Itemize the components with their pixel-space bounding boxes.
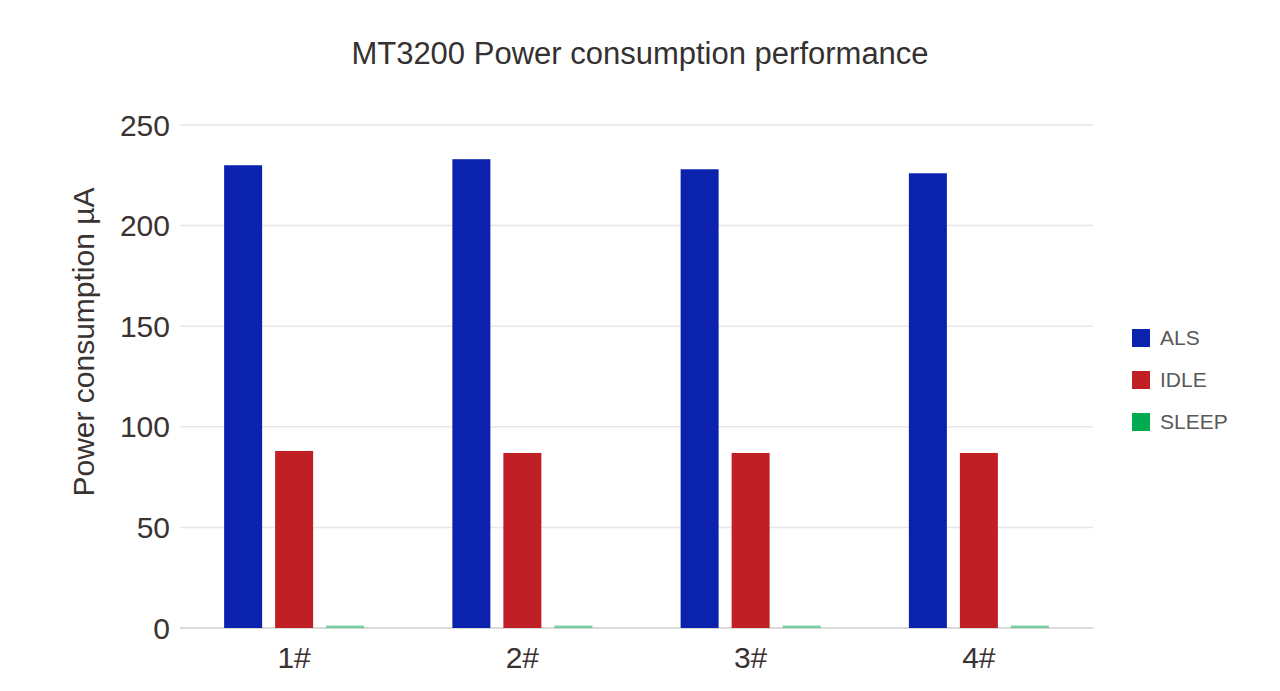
y-tick-label: 0: [153, 612, 170, 645]
chart-legend: ALS IDLE SLEEP: [1132, 329, 1228, 455]
legend-label: SLEEP: [1160, 410, 1228, 434]
x-category-label: 1#: [277, 641, 311, 674]
bar-sleep-4: [1011, 626, 1049, 629]
bar-idle-4: [960, 453, 998, 628]
legend-label: ALS: [1160, 326, 1200, 350]
bar-sleep-1: [326, 626, 364, 629]
bar-chart-plot: 0 50 100 150 200 250 1# 2# 3# 4#: [0, 0, 1280, 691]
y-tick-label: 250: [120, 109, 170, 142]
x-category-label: 4#: [962, 641, 996, 674]
legend-item-sleep: SLEEP: [1132, 413, 1228, 431]
bar-idle-3: [732, 453, 770, 628]
bar-idle-2: [503, 453, 541, 628]
legend-label: IDLE: [1160, 368, 1207, 392]
legend-swatch-icon: [1132, 371, 1150, 389]
bar-idle-1: [275, 451, 313, 628]
x-category-label: 3#: [734, 641, 768, 674]
legend-swatch-icon: [1132, 329, 1150, 347]
y-tick-label: 150: [120, 310, 170, 343]
y-tick-label: 50: [137, 511, 170, 544]
x-category-label: 2#: [506, 641, 540, 674]
bar-als-2: [452, 159, 490, 628]
y-tick-label: 100: [120, 410, 170, 443]
bar-sleep-3: [783, 626, 821, 629]
legend-item-als: ALS: [1132, 329, 1228, 347]
chart-canvas: MT3200 Power consumption performance Pow…: [0, 0, 1280, 691]
bar-als-3: [681, 169, 719, 628]
bar-als-1: [224, 165, 262, 628]
y-tick-label: 200: [120, 209, 170, 242]
legend-item-idle: IDLE: [1132, 371, 1228, 389]
legend-swatch-icon: [1132, 413, 1150, 431]
bar-als-4: [909, 173, 947, 628]
bar-sleep-2: [554, 626, 592, 629]
